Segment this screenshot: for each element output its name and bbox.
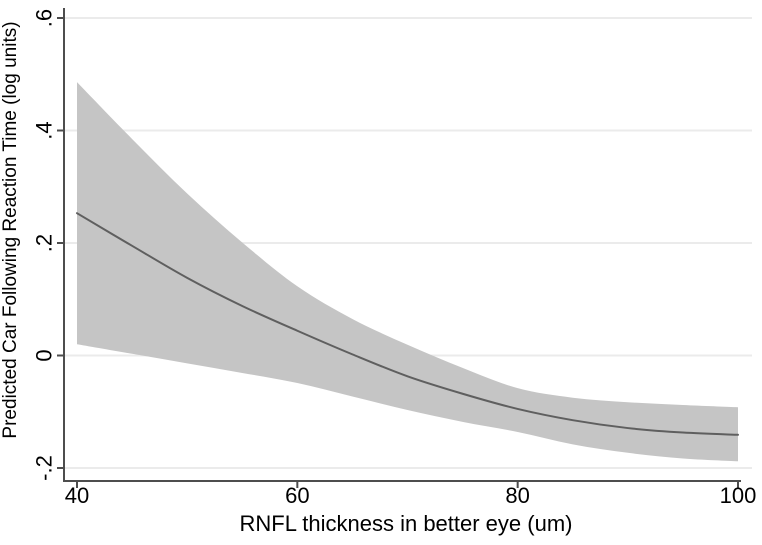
y-tick-label: -.2 xyxy=(32,455,57,481)
y-axis-title: Predicted Car Following Reaction Time (l… xyxy=(0,21,21,438)
y-tick-label: .6 xyxy=(32,9,57,27)
confidence-band xyxy=(77,82,738,462)
y-tick-label: 0 xyxy=(32,349,57,361)
confidence-band-area xyxy=(77,82,738,462)
y-tick-label: .2 xyxy=(32,234,57,252)
tick-marks xyxy=(57,17,739,488)
x-tick-label: 60 xyxy=(285,483,309,508)
fitted-curve xyxy=(76,212,739,436)
axes xyxy=(63,8,741,482)
fit-line xyxy=(76,212,739,436)
x-axis-title: RNFL thickness in better eye (um) xyxy=(240,511,573,536)
y-tick-label: .4 xyxy=(32,121,57,139)
y-tick-labels: .6 .4 .2 0 -.2 xyxy=(32,9,57,481)
x-tick-label: 40 xyxy=(65,483,89,508)
x-tick-labels: 40 60 80 100 xyxy=(65,483,757,508)
x-tick-label: 80 xyxy=(505,483,529,508)
x-tick-label: 100 xyxy=(720,483,757,508)
